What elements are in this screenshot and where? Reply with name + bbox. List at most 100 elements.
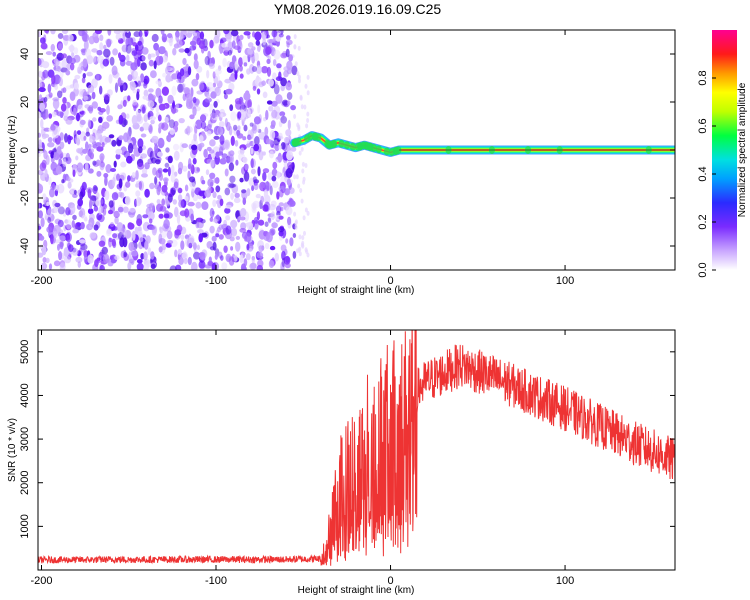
noise-blob [148,218,153,224]
noise-blob [157,114,162,122]
noise-blob [255,65,262,74]
noise-blob [235,100,242,110]
noise-blob [122,32,126,43]
noise-blob [251,54,256,64]
noise-blob [92,117,97,122]
noise-blob [136,259,143,264]
noise-blob [230,246,234,251]
noise-blob [257,104,261,114]
noise-blob [95,199,101,207]
noise-blob [167,166,171,177]
noise-blob [65,117,73,125]
noise-blob [175,103,179,110]
noise-blob [44,168,48,178]
noise-blob [170,187,176,196]
noise-blob [196,37,202,46]
noise-blob [181,143,188,149]
noise-blob [128,258,134,264]
noise-blob [104,136,112,143]
noise-blob [91,48,98,53]
noise-blob [150,70,157,79]
carrier-blob [304,134,311,143]
noise-blob [174,206,179,218]
noise-blob [102,207,107,216]
noise-blob [117,104,123,110]
noise-blob [240,263,247,270]
noise-blob [47,137,53,143]
spectrogram-ytick-label: -40 [19,238,31,254]
noise-blob [137,226,142,232]
noise-blob [46,201,50,207]
noise-blob [38,252,44,258]
noise-blob [91,101,99,109]
noise-blob [83,95,89,101]
noise-blob [133,76,141,82]
noise-blob [223,245,228,253]
noise-blob [131,172,136,179]
noise-blob [272,161,278,170]
noise-blob [129,207,136,213]
noise-blob [261,80,266,86]
spectrogram-ytick-label: 20 [19,96,31,108]
noise-blob [224,168,229,177]
noise-blob [218,234,224,240]
noise-blob [186,125,191,136]
noise-blob [81,30,88,35]
noise-blob [146,203,153,209]
noise-blob [209,217,214,222]
noise-blob [140,73,145,83]
noise-blob [38,183,44,194]
noise-blob [256,88,261,95]
noise-blob [75,155,79,161]
noise-blob [148,93,154,101]
noise-blob [130,62,138,71]
noise-blob [306,111,310,117]
noise-blob [165,74,172,83]
noise-blob [178,75,185,84]
noise-blob [278,144,282,150]
noise-blob [67,181,72,189]
noise-blob [250,168,256,175]
noise-blob [198,190,206,197]
noise-blob [45,257,50,264]
noise-blob [266,100,273,105]
carrier-track [290,131,675,157]
noise-blob [193,59,199,70]
noise-blob [253,143,260,152]
noise-blob [138,30,143,38]
noise-blob [293,34,297,40]
noise-blob [38,112,42,119]
noise-blob [158,233,163,244]
noise-blob [224,207,231,214]
noise-blob [143,75,150,85]
noise-blob [88,143,92,150]
noise-blob [140,62,147,71]
noise-blob [294,220,298,226]
noise-blob [190,182,196,192]
noise-blob [158,126,162,134]
noise-blob [49,188,55,198]
noise-blob [301,168,305,174]
noise-blob [199,135,204,143]
noise-blob [103,173,109,178]
noise-blob [94,259,99,268]
noise-blob [193,53,198,62]
noise-blob [127,74,133,82]
noise-blob [255,40,260,46]
noise-blob [211,262,217,270]
snr-xtick-label: -100 [205,575,227,587]
noise-blob [99,42,104,51]
noise-blob [57,33,64,39]
noise-blob [47,208,53,218]
noise-blob [240,207,247,217]
noise-blob [242,136,247,141]
noise-blob [305,123,309,129]
noise-blob [50,151,55,159]
noise-blob [243,124,248,132]
noise-blob [40,37,46,44]
noise-blob [77,69,82,74]
noise-blob [112,233,118,239]
noise-blob [192,157,197,165]
noise-blob [177,187,183,194]
noise-blob [110,168,117,172]
